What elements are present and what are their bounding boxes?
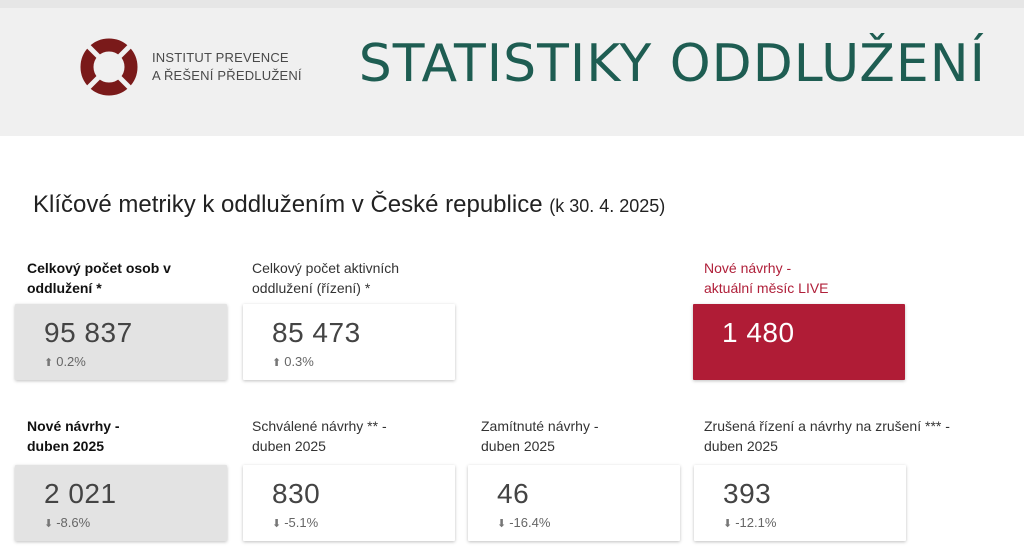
metric-change: ⬇ -12.1% <box>723 515 776 530</box>
change-value: -12.1% <box>735 515 777 530</box>
metric-value: 46 <box>497 478 530 509</box>
page-header: INSTITUT PREVENCE A ŘEŠENÍ PŘEDLUŽENÍ ST… <box>0 8 1024 136</box>
label-line: oddlužení (řízení) * <box>252 280 371 296</box>
page-title: STATISTIKY ODDLUŽENÍ <box>358 34 986 94</box>
label-line: Schválené návrhy ** - <box>252 418 387 434</box>
metric-label-rejected: Zamítnuté návrhy - duben 2025 <box>481 416 599 456</box>
arrow-down-icon: ⬇ <box>497 518 507 530</box>
metric-label-live: Nové návrhy - aktuální měsíc LIVE <box>704 258 829 298</box>
change-value: -8.6% <box>56 515 91 530</box>
label-line: Nové návrhy - <box>704 260 792 276</box>
label-line: aktuální měsíc LIVE <box>704 280 829 296</box>
arrow-down-icon: ⬇ <box>44 518 54 530</box>
section-title: Klíčové metriky k oddlužením v České rep… <box>33 191 665 219</box>
arrow-up-icon: ⬆ <box>44 357 54 369</box>
arrow-down-icon: ⬇ <box>723 518 733 530</box>
label-line: duben 2025 <box>252 438 326 454</box>
metric-value: 95 837 <box>44 317 133 348</box>
lifebuoy-logo-icon <box>79 37 139 97</box>
change-value: -16.4% <box>509 515 551 530</box>
top-strip <box>0 0 1024 8</box>
logo-line-1: INSTITUT PREVENCE <box>152 50 289 65</box>
label-line: oddlužení * <box>27 280 102 296</box>
section-title-text: Klíčové metriky k oddlužením v České rep… <box>33 191 543 218</box>
metric-card-total-persons: 95 837 ⬆ 0.2% <box>15 304 227 380</box>
metric-value: 393 <box>723 478 772 509</box>
change-value: 0.2% <box>56 354 86 369</box>
metric-label-cancelled: Zrušená řízení a návrhy na zrušení *** -… <box>704 416 950 456</box>
metric-card-approved: 830 ⬇ -5.1% <box>243 465 455 541</box>
label-line: duben 2025 <box>704 438 778 454</box>
change-value: -5.1% <box>284 515 319 530</box>
metric-change: ⬆ 0.3% <box>272 354 314 369</box>
metric-value: 2 021 <box>44 478 117 509</box>
metric-value: 830 <box>272 478 321 509</box>
metric-label-new-proposals: Nové návrhy - duben 2025 <box>27 416 120 456</box>
metric-change: ⬇ -8.6% <box>44 515 90 530</box>
change-value: 0.3% <box>284 354 314 369</box>
label-line: Zamítnuté návrhy - <box>481 418 599 434</box>
metric-label-total-persons: Celkový počet osob v oddlužení * <box>27 258 171 298</box>
label-line: Celkový počet osob v <box>27 260 171 276</box>
label-line: duben 2025 <box>27 438 105 454</box>
metric-value: 85 473 <box>272 317 361 348</box>
metric-change: ⬇ -16.4% <box>497 515 550 530</box>
metric-card-active: 85 473 ⬆ 0.3% <box>243 304 455 380</box>
label-line: Zrušená řízení a návrhy na zrušení *** - <box>704 418 950 434</box>
metric-change: ⬆ 0.2% <box>44 354 86 369</box>
label-line: Nové návrhy - <box>27 418 120 434</box>
logo-line-2: A ŘEŠENÍ PŘEDLUŽENÍ <box>152 68 302 83</box>
metric-card-live: 1 480 <box>693 304 905 380</box>
metric-change: ⬇ -5.1% <box>272 515 318 530</box>
section-date: (k 30. 4. 2025) <box>549 196 666 216</box>
label-line: Celkový počet aktivních <box>252 260 400 276</box>
metric-card-rejected: 46 ⬇ -16.4% <box>468 465 680 541</box>
metric-value: 1 480 <box>722 317 795 348</box>
arrow-down-icon: ⬇ <box>272 518 282 530</box>
label-line: duben 2025 <box>481 438 555 454</box>
metric-label-approved: Schválené návrhy ** - duben 2025 <box>252 416 387 456</box>
metric-card-new-proposals: 2 021 ⬇ -8.6% <box>15 465 227 541</box>
metric-card-cancelled: 393 ⬇ -12.1% <box>694 465 906 541</box>
arrow-up-icon: ⬆ <box>272 357 282 369</box>
logo-text: INSTITUT PREVENCE A ŘEŠENÍ PŘEDLUŽENÍ <box>152 49 302 85</box>
metric-label-active: Celkový počet aktivních oddlužení (řízen… <box>252 258 399 298</box>
